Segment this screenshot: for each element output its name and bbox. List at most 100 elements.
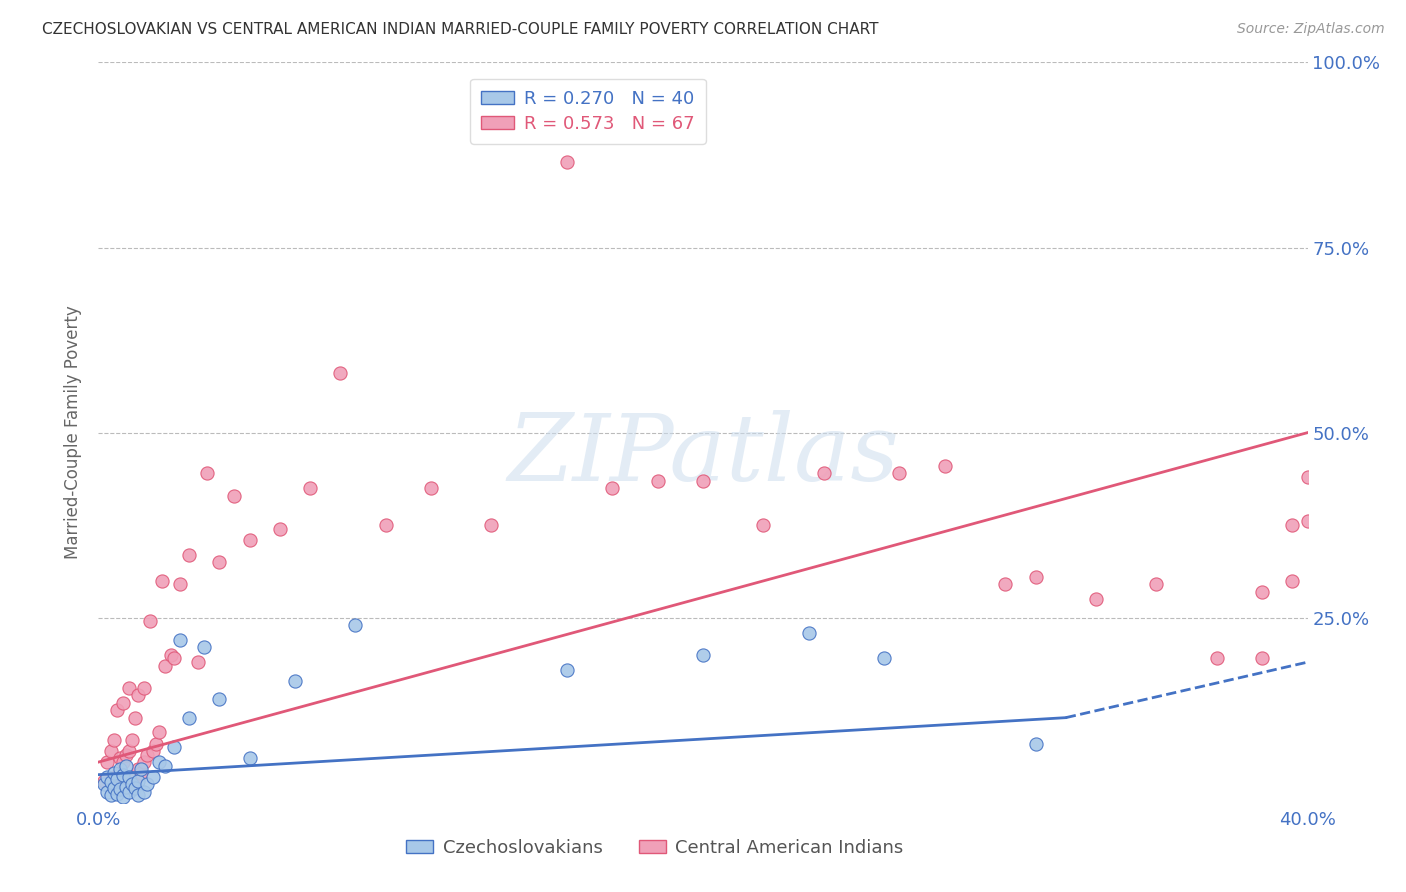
Point [889,467,911,481]
Point [1251,584,1274,599]
Point [269,522,291,536]
Text: Source: ZipAtlas.com: Source: ZipAtlas.com [1237,22,1385,37]
Point [121,777,143,791]
Point [132,785,155,799]
Point [752,518,775,533]
Point [169,577,191,591]
Point [108,751,131,765]
Point [127,689,149,703]
Point [100,775,122,789]
Point [103,780,125,795]
Point [208,555,231,569]
Point [135,777,157,791]
Point [153,658,176,673]
Point [111,767,134,781]
Point [108,763,131,777]
Point [797,625,820,640]
Point [111,696,134,710]
Point [150,574,173,588]
Point [108,766,131,780]
Point [420,481,443,495]
Point [1281,518,1303,533]
Point [93,777,115,791]
Point [994,577,1017,591]
Point [96,770,118,784]
Point [193,640,215,655]
Point [111,777,134,791]
Point [239,751,262,765]
Point [1251,651,1274,665]
Point [105,772,128,786]
Point [481,518,503,533]
Point [108,782,131,797]
Point [114,758,136,772]
Point [169,632,191,647]
Point [139,615,162,629]
Point [374,518,396,533]
Point [103,732,125,747]
Point [114,780,136,794]
Y-axis label: Married-Couple Family Poverty: Married-Couple Family Poverty [65,306,83,559]
Point [105,787,128,801]
Point [114,773,136,788]
Text: ZIPatlas: ZIPatlas [508,409,898,500]
Point [96,755,118,769]
Point [114,747,136,762]
Point [145,737,167,751]
Point [132,681,155,695]
Point [105,703,128,717]
Point [813,467,835,481]
Point [692,474,714,488]
Point [132,755,155,769]
Point [647,474,669,488]
Point [135,747,157,762]
Point [329,367,352,381]
Point [105,780,128,795]
Point [1296,470,1319,484]
Point [100,789,122,803]
Legend: Czechoslovakians, Central American Indians: Czechoslovakians, Central American India… [399,831,910,864]
Point [692,648,714,662]
Point [127,789,149,803]
Point [127,763,149,777]
Point [148,755,170,769]
Point [1024,737,1046,751]
Point [124,711,146,725]
Point [602,481,624,495]
Point [1024,570,1046,584]
Point [153,758,176,772]
Text: CZECHOSLOVAKIAN VS CENTRAL AMERICAN INDIAN MARRIED-COUPLE FAMILY POVERTY CORRELA: CZECHOSLOVAKIAN VS CENTRAL AMERICAN INDI… [42,22,879,37]
Point [103,770,125,784]
Point [934,458,956,473]
Point [121,732,143,747]
Point [239,533,262,547]
Point [121,773,143,788]
Point [124,770,146,784]
Point [1085,592,1108,607]
Point [1144,577,1167,591]
Point [111,789,134,804]
Point [224,489,246,503]
Point [103,766,125,780]
Point [118,744,141,758]
Point [148,725,170,739]
Point [1206,651,1229,665]
Point [129,766,152,780]
Point [187,655,209,669]
Point [96,785,118,799]
Point [93,773,115,788]
Point [127,773,149,788]
Point [100,744,122,758]
Point [142,770,165,784]
Point [1281,574,1303,588]
Point [163,740,186,755]
Point [195,467,218,481]
Point [284,673,307,688]
Point [1296,515,1319,529]
Point [208,692,231,706]
Point [111,755,134,769]
Point [179,548,201,562]
Point [555,155,578,169]
Point [179,711,201,725]
Point [100,777,122,791]
